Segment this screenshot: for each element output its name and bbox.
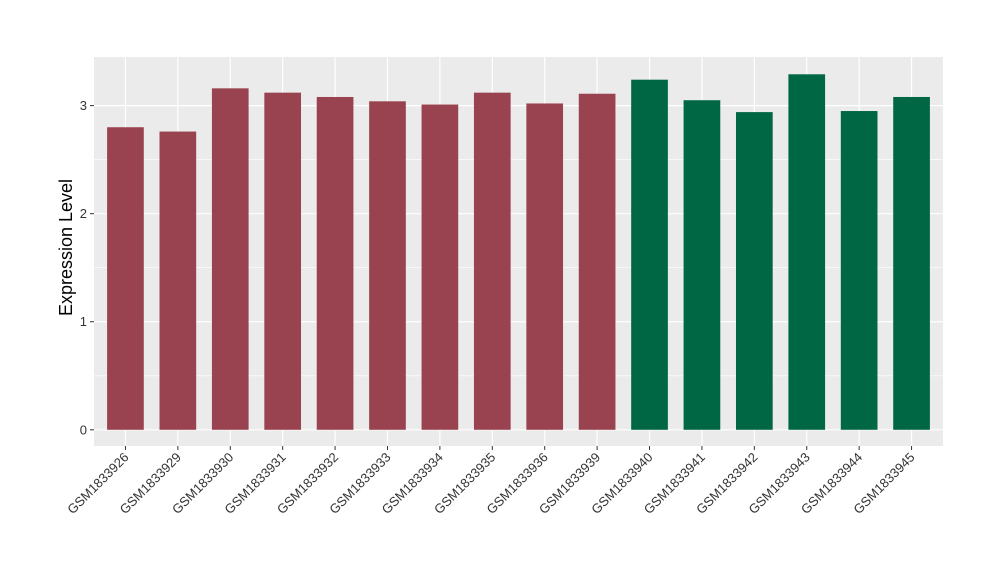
bar	[893, 96, 930, 430]
bar	[316, 96, 354, 430]
bar	[107, 127, 144, 430]
bar	[421, 104, 459, 430]
bar	[264, 92, 302, 430]
x-axis: GSM1833926GSM1833929GSM1833930GSM1833931…	[64, 446, 918, 517]
bar	[631, 79, 668, 430]
y-tick-label: 1	[80, 314, 87, 329]
bar	[369, 101, 406, 430]
y-tick-label: 3	[80, 98, 87, 113]
bar	[840, 111, 878, 430]
bar	[578, 93, 616, 430]
y-axis-title: Expression Level	[56, 179, 76, 316]
y-tick-label: 0	[80, 422, 87, 437]
y-axis: 0 1 2 3	[80, 98, 94, 437]
bar	[683, 100, 721, 430]
bar	[473, 92, 511, 430]
y-tick-label: 2	[80, 206, 87, 221]
bars	[107, 74, 930, 430]
bar	[788, 74, 826, 430]
bar	[211, 88, 249, 430]
bar	[735, 112, 773, 430]
bar	[159, 131, 197, 430]
bar	[526, 103, 564, 430]
